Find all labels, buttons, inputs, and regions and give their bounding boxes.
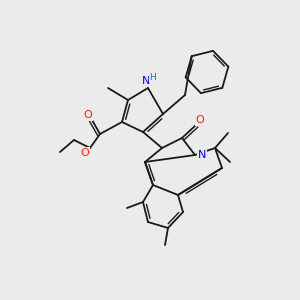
Text: H: H: [150, 74, 156, 82]
Text: N: N: [198, 150, 206, 160]
Text: O: O: [84, 110, 92, 120]
Text: N: N: [142, 76, 150, 86]
Text: O: O: [196, 115, 204, 125]
Text: O: O: [81, 148, 89, 158]
